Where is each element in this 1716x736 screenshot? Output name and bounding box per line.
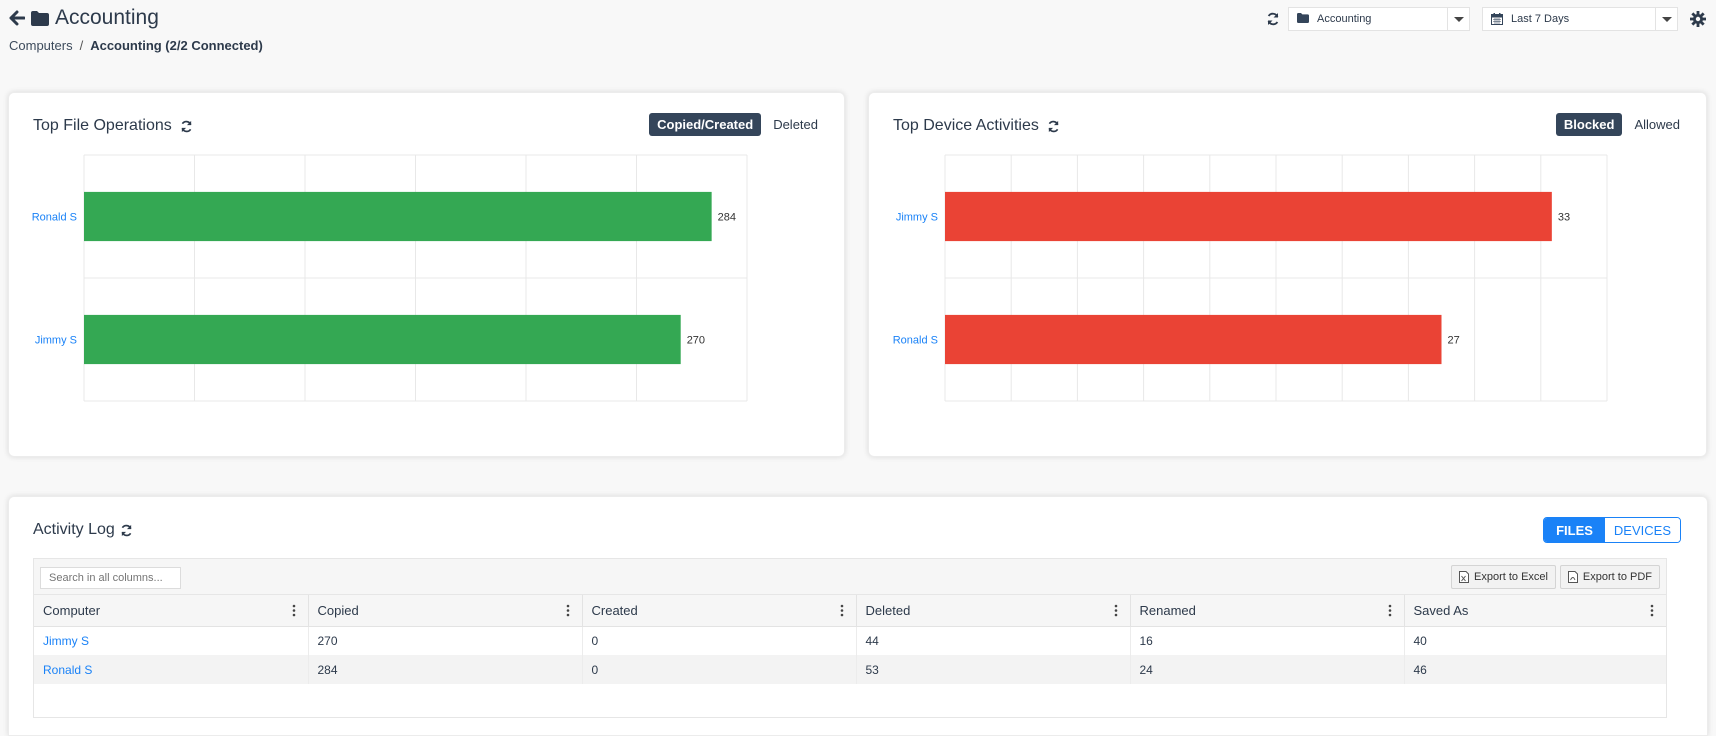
activity-log-title-text: Activity Log — [33, 521, 115, 538]
column-menu-icon[interactable] — [292, 604, 296, 617]
file-operations-title-text: Top File Operations — [33, 117, 172, 134]
activity-log-title: Activity Log — [33, 521, 133, 539]
breadcrumb-current: Accounting (2/2 Connected) — [90, 38, 263, 53]
table-row[interactable]: Ronald S 284 0 53 24 46 — [34, 655, 1666, 684]
column-menu-icon[interactable] — [1650, 604, 1654, 617]
table-row[interactable]: Jimmy S 270 0 44 16 40 — [34, 626, 1666, 655]
column-menu-icon[interactable] — [566, 604, 570, 617]
export-excel-label: Export to Excel — [1474, 571, 1548, 583]
top-controls: Accounting Last 7 Days — [1266, 7, 1716, 31]
group-select[interactable]: Accounting — [1288, 7, 1470, 31]
export-pdf-button[interactable]: Export to PDF — [1559, 565, 1660, 589]
date-range-select[interactable]: Last 7 Days — [1482, 7, 1678, 31]
page-header: Accounting Computers / Accounting (2/2 Con… — [9, 6, 263, 53]
column-header-renamed[interactable]: Renamed — [1130, 595, 1405, 627]
computer-link[interactable]: Jimmy S — [43, 633, 89, 648]
column-header-deleted[interactable]: Deleted — [856, 595, 1131, 627]
file-operations-toggle: Copied/Created Deleted — [649, 113, 818, 136]
chart-bar[interactable] — [84, 314, 681, 365]
chevron-down-icon[interactable] — [1447, 8, 1469, 30]
device-activities-toggle: Blocked Allowed — [1555, 113, 1680, 136]
column-label: Deleted — [865, 602, 911, 618]
chart-data-label: 33 — [1558, 212, 1570, 224]
chart-data-label: 27 — [1448, 335, 1460, 347]
breadcrumb: Computers / Accounting (2/2 Connected) — [9, 38, 263, 53]
chart-data-label: 284 — [718, 212, 736, 224]
toggle-allowed[interactable]: Allowed — [1634, 117, 1680, 132]
gear-icon[interactable] — [1690, 11, 1706, 27]
device-activities-title-text: Top Device Activities — [893, 117, 1039, 134]
chart-bar[interactable] — [945, 314, 1442, 365]
cell-deleted: 44 — [856, 626, 1131, 655]
activity-grid: Export to Excel Export to PDF Computer C… — [33, 558, 1667, 718]
column-menu-icon[interactable] — [1114, 604, 1118, 617]
computer-link[interactable]: Ronald S — [43, 662, 93, 677]
column-label: Renamed — [1139, 602, 1196, 618]
cell-renamed: 16 — [1130, 626, 1405, 655]
folder-icon — [31, 10, 49, 26]
device-activities-chart: Jimmy S 33 Ronald S 27 — [893, 154, 1608, 402]
pdf-file-icon — [1567, 571, 1578, 583]
cell-renamed: 24 — [1130, 655, 1405, 684]
breadcrumb-computers[interactable]: Computers — [9, 38, 73, 53]
toggle-blocked[interactable]: Blocked — [1555, 113, 1623, 136]
column-header-saved-as[interactable]: Saved As — [1404, 595, 1666, 627]
group-select-value: Accounting — [1317, 13, 1372, 25]
chart-category-label[interactable]: Jimmy S — [896, 212, 938, 224]
cell-copied: 284 — [308, 655, 583, 684]
chart-data-label: 270 — [687, 335, 705, 347]
chart-category-label[interactable]: Ronald S — [32, 212, 77, 224]
calendar-icon — [1491, 13, 1503, 25]
refresh-icon[interactable] — [180, 120, 193, 133]
cell-computer[interactable]: Jimmy S — [34, 626, 309, 655]
column-label: Saved As — [1413, 602, 1469, 618]
cell-deleted: 53 — [856, 655, 1131, 684]
column-label: Created — [591, 602, 638, 618]
search-input[interactable] — [40, 567, 181, 589]
column-header-computer[interactable]: Computer — [34, 595, 309, 627]
column-header-copied[interactable]: Copied — [308, 595, 583, 627]
tab-files[interactable]: FILES — [1544, 518, 1605, 542]
refresh-icon[interactable] — [120, 524, 133, 537]
activity-log-card: Activity Log FILES DEVICES Export to Exc… — [8, 496, 1708, 736]
toggle-deleted[interactable]: Deleted — [773, 117, 818, 132]
export-pdf-label: Export to PDF — [1582, 571, 1652, 583]
toggle-copied-created[interactable]: Copied/Created — [649, 113, 762, 136]
activity-log-tabs: FILES DEVICES — [1543, 517, 1681, 543]
cell-saved-as: 40 — [1413, 633, 1427, 648]
activity-table: Computer Copied Created Deleted Renamed … — [34, 595, 1666, 684]
export-excel-button[interactable]: Export to Excel — [1451, 565, 1556, 589]
column-label: Copied — [317, 602, 359, 618]
device-activities-card: Top Device Activities Blocked Allowed Ji… — [868, 92, 1707, 457]
file-operations-title: Top File Operations — [33, 117, 193, 135]
column-header-created[interactable]: Created — [582, 595, 857, 627]
column-menu-icon[interactable] — [840, 604, 844, 617]
file-operations-card: Top File Operations Copied/Created Delet… — [8, 92, 845, 457]
file-operations-chart: Ronald S 284 Jimmy S 270 — [32, 154, 748, 402]
chart-category-label[interactable]: Jimmy S — [35, 335, 77, 347]
chart-bar[interactable] — [945, 191, 1552, 242]
chart-category-label[interactable]: Ronald S — [893, 335, 938, 347]
refresh-icon[interactable] — [1047, 120, 1060, 133]
column-label: Computer — [43, 602, 101, 618]
cell-saved-as: 46 — [1404, 655, 1666, 684]
back-arrow-icon[interactable] — [9, 10, 25, 26]
excel-file-icon — [1459, 571, 1470, 583]
cell-copied: 270 — [308, 626, 583, 655]
breadcrumb-separator: / — [79, 38, 84, 53]
date-range-value: Last 7 Days — [1511, 13, 1570, 25]
grid-toolbar: Export to Excel Export to PDF — [34, 559, 1666, 595]
device-activities-title: Top Device Activities — [893, 117, 1060, 135]
chart-bar[interactable] — [84, 191, 712, 242]
page-title: Accounting — [55, 6, 159, 29]
refresh-icon[interactable] — [1266, 12, 1280, 26]
folder-icon — [1297, 13, 1309, 25]
tab-devices[interactable]: DEVICES — [1604, 518, 1680, 542]
cell-created: 0 — [582, 655, 857, 684]
cell-computer[interactable]: Ronald S — [34, 655, 309, 684]
table-header-row: Computer Copied Created Deleted Renamed … — [34, 595, 1666, 627]
cell-created: 0 — [582, 626, 857, 655]
column-menu-icon[interactable] — [1388, 604, 1392, 617]
chevron-down-icon[interactable] — [1655, 8, 1677, 30]
